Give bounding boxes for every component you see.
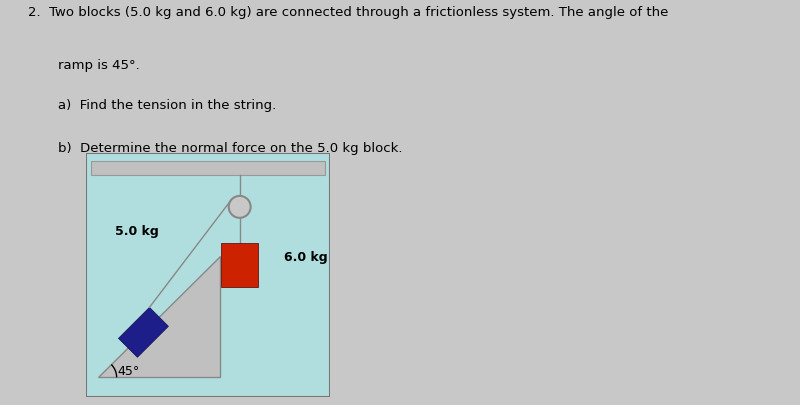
Text: 6.0 kg: 6.0 kg: [283, 251, 327, 264]
Text: 5.0 kg: 5.0 kg: [115, 224, 159, 237]
Text: a)  Find the tension in the string.: a) Find the tension in the string.: [58, 99, 277, 112]
Bar: [118, 307, 169, 358]
Text: ramp is 45°.: ramp is 45°.: [58, 59, 140, 72]
Bar: [222, 244, 258, 288]
Bar: [91, 161, 325, 176]
Text: 45°: 45°: [118, 364, 140, 377]
Text: 2.  Two blocks (5.0 kg and 6.0 kg) are connected through a frictionless system. : 2. Two blocks (5.0 kg and 6.0 kg) are co…: [28, 6, 668, 19]
Polygon shape: [98, 256, 220, 377]
Circle shape: [229, 196, 250, 218]
Text: b)  Determine the normal force on the 5.0 kg block.: b) Determine the normal force on the 5.0…: [58, 142, 403, 155]
